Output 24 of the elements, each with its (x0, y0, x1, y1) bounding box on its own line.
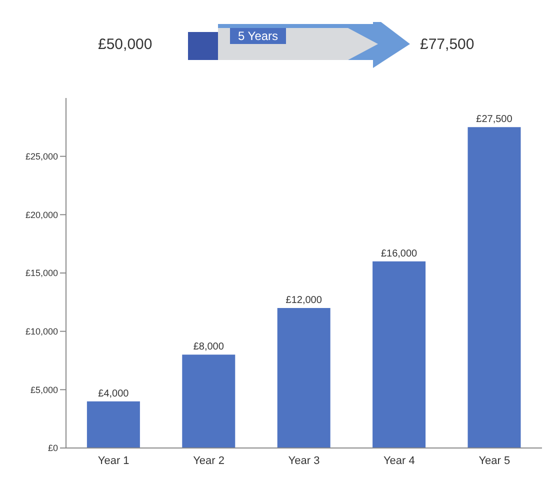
data-label: £8,000 (193, 342, 224, 353)
bar (468, 127, 521, 448)
x-tick-label: Year 4 (383, 454, 415, 467)
bar (277, 308, 330, 448)
text: £77,500 (420, 36, 474, 53)
x-tick-label: Year 1 (98, 454, 130, 467)
y-tick-label: £25,000 (25, 152, 58, 162)
text: 5 Years (230, 28, 286, 44)
data-label: £27,500 (476, 114, 513, 126)
y-tick-label: £0 (48, 443, 58, 454)
y-tick-label: £5,000 (30, 384, 58, 395)
data-label: £4,000 (98, 388, 130, 400)
data-label: £12,000 (286, 295, 322, 306)
bar (86, 401, 140, 448)
x-tick-label: Year 5 (478, 454, 510, 467)
x-tick-label: Year 2 (193, 454, 225, 467)
y-tick-label: £15,000 (25, 268, 58, 278)
bar (182, 354, 236, 448)
data-label: £16,000 (380, 248, 418, 260)
y-tick-label: £20,000 (25, 210, 58, 220)
x-tick-label: Year 3 (288, 454, 320, 467)
text: £50,000 (98, 36, 152, 53)
y-tick-label: £10,000 (25, 326, 58, 337)
bar (372, 261, 426, 448)
